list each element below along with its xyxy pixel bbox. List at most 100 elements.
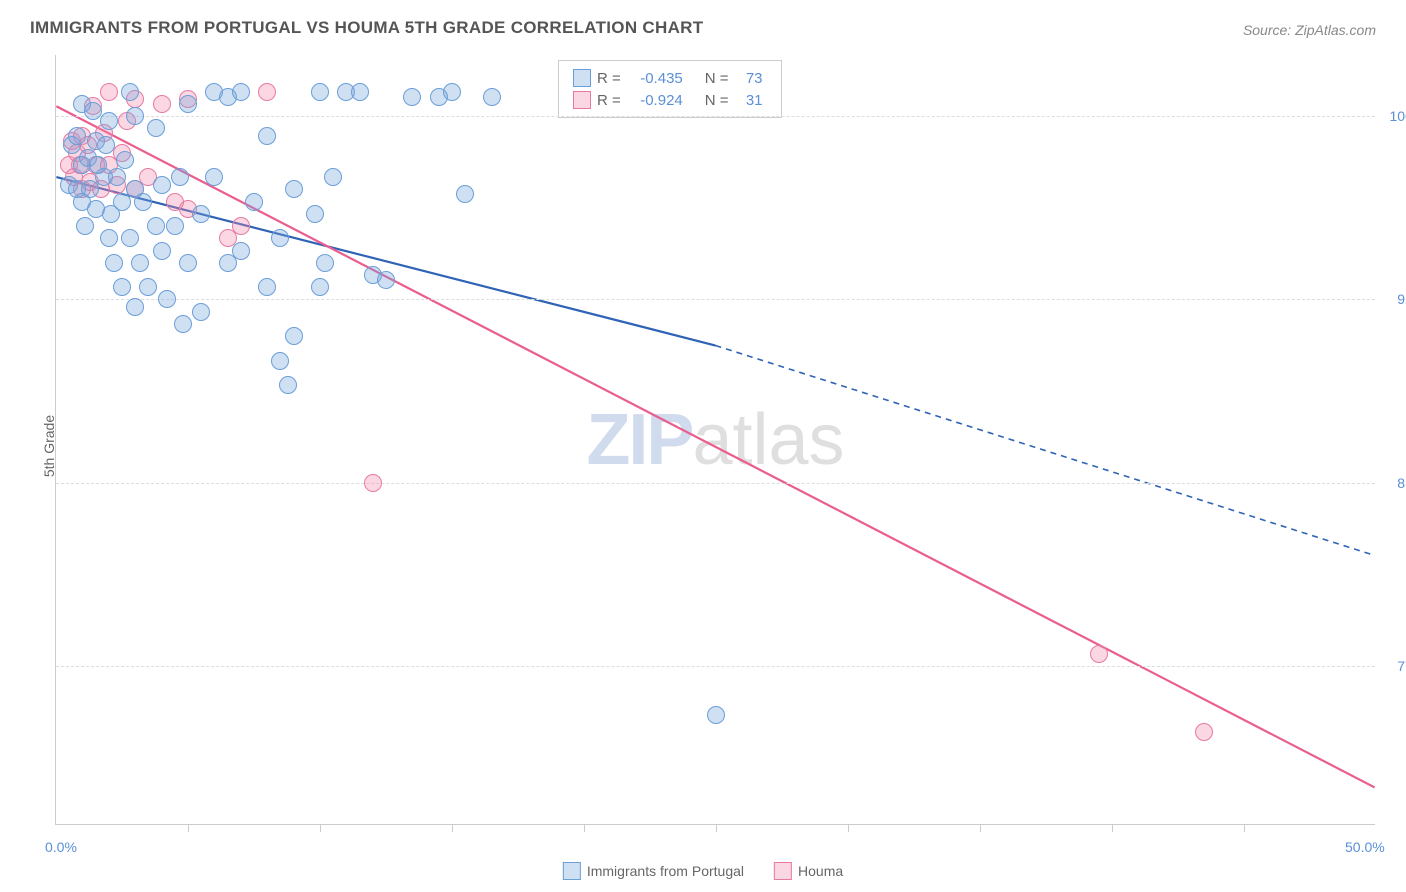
- portugal-point: [139, 278, 157, 296]
- portugal-point: [271, 229, 289, 247]
- portugal-point: [232, 242, 250, 260]
- legend-n-value: 73: [733, 70, 763, 87]
- legend-r-value: -0.435: [625, 70, 683, 87]
- portugal-trendline: [56, 177, 715, 345]
- watermark-zip: ZIP: [586, 400, 692, 480]
- portugal-point: [192, 303, 210, 321]
- portugal-point: [166, 217, 184, 235]
- portugal-point: [179, 95, 197, 113]
- houma-point: [364, 474, 382, 492]
- legend-row-houma: R =-0.924 N =31: [573, 89, 767, 111]
- bottom-legend-item-houma: Houma: [774, 862, 843, 880]
- houma-point: [153, 95, 171, 113]
- plot-area: ZIPatlas R =-0.435N =73R =-0.924N =31 10…: [55, 55, 1375, 825]
- portugal-point: [324, 168, 342, 186]
- portugal-point: [271, 352, 289, 370]
- portugal-point: [285, 180, 303, 198]
- portugal-point: [147, 119, 165, 137]
- portugal-point: [100, 229, 118, 247]
- gridline: [56, 116, 1375, 117]
- source-label: Source: ZipAtlas.com: [1243, 22, 1376, 38]
- portugal-point: [131, 254, 149, 272]
- bottom-legend-label: Houma: [798, 863, 843, 879]
- bottom-legend-label: Immigrants from Portugal: [587, 863, 744, 879]
- portugal-point: [279, 376, 297, 394]
- legend-swatch: [573, 91, 591, 109]
- portugal-point: [121, 83, 139, 101]
- portugal-point: [126, 298, 144, 316]
- legend-r-label: R =: [597, 70, 621, 87]
- portugal-point: [68, 127, 86, 145]
- portugal-point: [158, 290, 176, 308]
- portugal-point: [232, 83, 250, 101]
- portugal-point: [174, 315, 192, 333]
- legend-n-label: N =: [705, 92, 729, 109]
- portugal-point: [245, 193, 263, 211]
- x-tick: [584, 824, 585, 832]
- gridline: [56, 483, 1375, 484]
- houma-point: [1090, 645, 1108, 663]
- legend-r-label: R =: [597, 92, 621, 109]
- correlation-legend: R =-0.435 N =73 R =-0.924 N =31: [558, 60, 782, 118]
- portugal-point: [121, 229, 139, 247]
- legend-swatch: [573, 69, 591, 87]
- houma-point: [258, 83, 276, 101]
- x-tick: [1112, 824, 1113, 832]
- y-tick-label: 85.0%: [1397, 475, 1406, 491]
- bottom-legend-item-portugal: Immigrants from Portugal: [563, 862, 744, 880]
- portugal-point: [377, 271, 395, 289]
- portugal-point: [108, 168, 126, 186]
- y-tick-label: 100.0%: [1390, 108, 1406, 124]
- portugal-point: [443, 83, 461, 101]
- portugal-point: [192, 205, 210, 223]
- x-tick: [188, 824, 189, 832]
- legend-swatch: [774, 862, 792, 880]
- portugal-point: [311, 278, 329, 296]
- portugal-point: [153, 176, 171, 194]
- portugal-point: [316, 254, 334, 272]
- legend-row-portugal: R =-0.435 N =73: [573, 67, 767, 89]
- portugal-point: [258, 278, 276, 296]
- portugal-point: [179, 254, 197, 272]
- chart-title: IMMIGRANTS FROM PORTUGAL VS HOUMA 5TH GR…: [30, 18, 703, 38]
- houma-point: [100, 83, 118, 101]
- x-tick: [716, 824, 717, 832]
- portugal-point: [147, 217, 165, 235]
- legend-swatch: [563, 862, 581, 880]
- portugal-point: [171, 168, 189, 186]
- portugal-point: [205, 168, 223, 186]
- portugal-point: [258, 127, 276, 145]
- portugal-point: [707, 706, 725, 724]
- legend-n-value: 31: [733, 92, 763, 109]
- portugal-point: [351, 83, 369, 101]
- x-tick-label: 0.0%: [45, 839, 77, 855]
- houma-point: [1195, 723, 1213, 741]
- x-tick-label: 50.0%: [1345, 839, 1385, 855]
- portugal-point: [76, 217, 94, 235]
- portugal-trendline-dashed: [716, 346, 1375, 556]
- portugal-point: [134, 193, 152, 211]
- portugal-point: [126, 107, 144, 125]
- x-tick: [980, 824, 981, 832]
- y-tick-label: 77.5%: [1397, 658, 1406, 674]
- portugal-point: [97, 136, 115, 154]
- legend-r-value: -0.924: [625, 92, 683, 109]
- portugal-point: [285, 327, 303, 345]
- portugal-point: [116, 151, 134, 169]
- watermark: ZIPatlas: [586, 399, 844, 481]
- x-tick: [1244, 824, 1245, 832]
- portugal-point: [306, 205, 324, 223]
- legend-n-label: N =: [705, 70, 729, 87]
- x-tick: [452, 824, 453, 832]
- y-tick-label: 92.5%: [1397, 291, 1406, 307]
- portugal-point: [153, 242, 171, 260]
- portugal-point: [403, 88, 421, 106]
- houma-point: [232, 217, 250, 235]
- portugal-point: [456, 185, 474, 203]
- watermark-atlas: atlas: [692, 400, 844, 480]
- x-tick: [848, 824, 849, 832]
- portugal-point: [113, 278, 131, 296]
- series-legend: Immigrants from Portugal Houma: [563, 862, 843, 880]
- portugal-point: [105, 254, 123, 272]
- x-tick: [320, 824, 321, 832]
